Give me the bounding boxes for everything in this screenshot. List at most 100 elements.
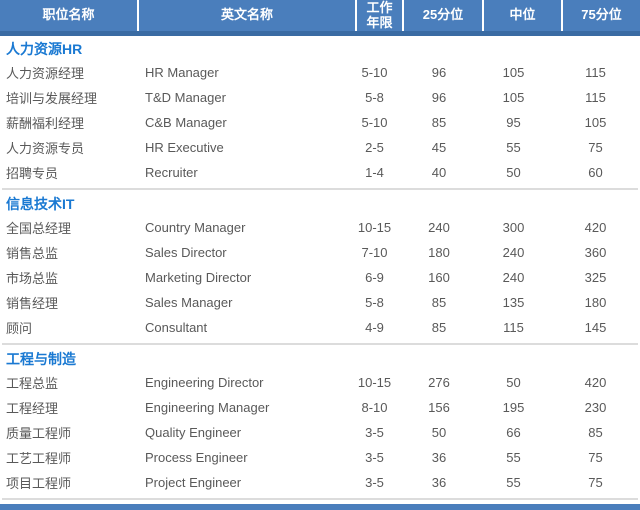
table-row: 工艺工程师 Process Engineer 3-5 36 55 75	[0, 445, 640, 470]
cell-median: 105	[502, 65, 525, 80]
cell-position: 市场总监	[6, 271, 59, 286]
cell-median: 115	[503, 320, 524, 335]
section-divider	[2, 498, 638, 500]
cell-years: 7-10	[361, 245, 388, 260]
cell-years: 4-9	[365, 320, 384, 335]
cell-position: 薪酬福利经理	[6, 116, 85, 131]
table-row: 人力资源经理 HR Manager 5-10 96 105 115	[0, 60, 640, 85]
cell-p25: 45	[431, 140, 447, 155]
cell-position: 人力资源专员	[6, 141, 85, 156]
table-header-row: 职位名称 英文名称 工作年限 25分位 中位 75分位	[0, 0, 640, 31]
section-divider	[2, 188, 638, 190]
cell-years: 10-15	[357, 220, 392, 235]
cell-p25: 240	[428, 220, 450, 235]
section-title: 信息技术IT	[6, 196, 75, 212]
section-divider	[2, 343, 638, 345]
table-row: 培训与发展经理 T&D Manager 5-8 96 105 115	[0, 85, 640, 110]
cell-p75: 105	[584, 115, 607, 130]
cell-years: 8-10	[361, 400, 388, 415]
table-row: 顾问 Consultant 4-9 85 115 145	[0, 315, 640, 340]
cell-english: Consultant	[145, 320, 208, 335]
cell-median: 66	[506, 425, 521, 440]
cell-p75: 180	[584, 295, 607, 310]
cell-median: 50	[506, 165, 521, 180]
cell-position: 人力资源经理	[6, 66, 85, 81]
cell-p25: 156	[428, 400, 450, 415]
cell-p75: 230	[584, 400, 607, 415]
table-row: 全国总经理 Country Manager 10-15 240 300 420	[0, 215, 640, 240]
table-row: 销售总监 Sales Director 7-10 180 240 360	[0, 240, 640, 265]
cell-years: 1-4	[365, 165, 384, 180]
table-row: 工程经理 Engineering Manager 8-10 156 195 230	[0, 395, 640, 420]
header-accent-bar	[0, 31, 640, 36]
cell-position: 工程总监	[6, 376, 59, 391]
cell-p25: 96	[431, 65, 447, 80]
cell-median: 240	[502, 270, 525, 285]
table-row: 质量工程师 Quality Engineer 3-5 50 66 85	[0, 420, 640, 445]
header-position-label: 职位名称	[42, 7, 95, 23]
section-title: 人力资源HR	[6, 41, 83, 57]
cell-median: 55	[506, 475, 521, 490]
cell-position: 招聘专员	[6, 166, 59, 181]
cell-median: 50	[506, 375, 521, 390]
cell-english: Marketing Director	[145, 270, 252, 285]
cell-english: Recruiter	[145, 165, 198, 180]
cell-p75: 60	[588, 165, 603, 180]
cell-position: 工程经理	[6, 401, 59, 416]
cell-p75: 360	[584, 245, 607, 260]
cell-position: 销售总监	[6, 246, 59, 261]
cell-english: Engineering Manager	[145, 400, 270, 415]
table-row: 人力资源专员 HR Executive 2-5 45 55 75	[0, 135, 640, 160]
cell-years: 10-15	[357, 375, 392, 390]
cell-p75: 420	[584, 375, 607, 390]
cell-english: Quality Engineer	[145, 425, 242, 440]
cell-english: Engineering Director	[145, 375, 264, 390]
cell-english: Sales Manager	[145, 295, 233, 310]
cell-p25: 96	[431, 90, 447, 105]
header-median: 中位	[484, 0, 563, 31]
table-row: 销售经理 Sales Manager 5-8 85 135 180	[0, 290, 640, 315]
cell-p75: 145	[584, 320, 607, 335]
table-row: 市场总监 Marketing Director 6-9 160 240 325	[0, 265, 640, 290]
header-p75: 75分位	[563, 0, 640, 31]
cell-p25: 36	[431, 450, 447, 465]
cell-p25: 276	[428, 375, 450, 390]
bottom-accent-bar	[0, 504, 640, 510]
cell-p25: 85	[431, 115, 447, 130]
cell-median: 195	[502, 400, 525, 415]
cell-years: 5-10	[361, 65, 388, 80]
header-p25-label: 25分位	[422, 7, 464, 23]
cell-years: 3-5	[365, 425, 384, 440]
cell-p75: 115	[585, 90, 606, 105]
cell-p75: 75	[588, 475, 603, 490]
cell-p75: 75	[588, 140, 603, 155]
cell-english: Process Engineer	[145, 450, 248, 465]
cell-years: 2-5	[365, 140, 384, 155]
cell-p25: 85	[431, 295, 447, 310]
cell-english: C&B Manager	[145, 115, 227, 130]
cell-years: 3-5	[365, 475, 384, 490]
cell-position: 全国总经理	[6, 221, 72, 236]
cell-p75: 115	[585, 65, 606, 80]
section-title: 工程与制造	[6, 351, 76, 367]
table-row: 工程总监 Engineering Director 10-15 276 50 420	[0, 370, 640, 395]
header-english: 英文名称	[139, 0, 357, 31]
cell-p75: 85	[588, 425, 603, 440]
header-position: 职位名称	[0, 0, 139, 31]
cell-p25: 160	[428, 270, 450, 285]
cell-median: 300	[502, 220, 525, 235]
cell-median: 240	[502, 245, 525, 260]
cell-p25: 85	[431, 320, 447, 335]
cell-p25: 50	[431, 425, 447, 440]
table-body: 人力资源HR 人力资源经理 HR Manager 5-10 96 105 115 培训与发展经…	[0, 36, 640, 500]
cell-position: 质量工程师	[6, 426, 72, 441]
cell-p75: 325	[584, 270, 607, 285]
cell-years: 5-8	[365, 295, 384, 310]
cell-position: 项目工程师	[6, 476, 72, 491]
header-p75-label: 75分位	[581, 7, 622, 23]
cell-p25: 40	[431, 165, 447, 180]
cell-p75: 420	[584, 220, 607, 235]
table-row: 招聘专员 Recruiter 1-4 40 50 60	[0, 160, 640, 185]
cell-english: Country Manager	[145, 220, 246, 235]
